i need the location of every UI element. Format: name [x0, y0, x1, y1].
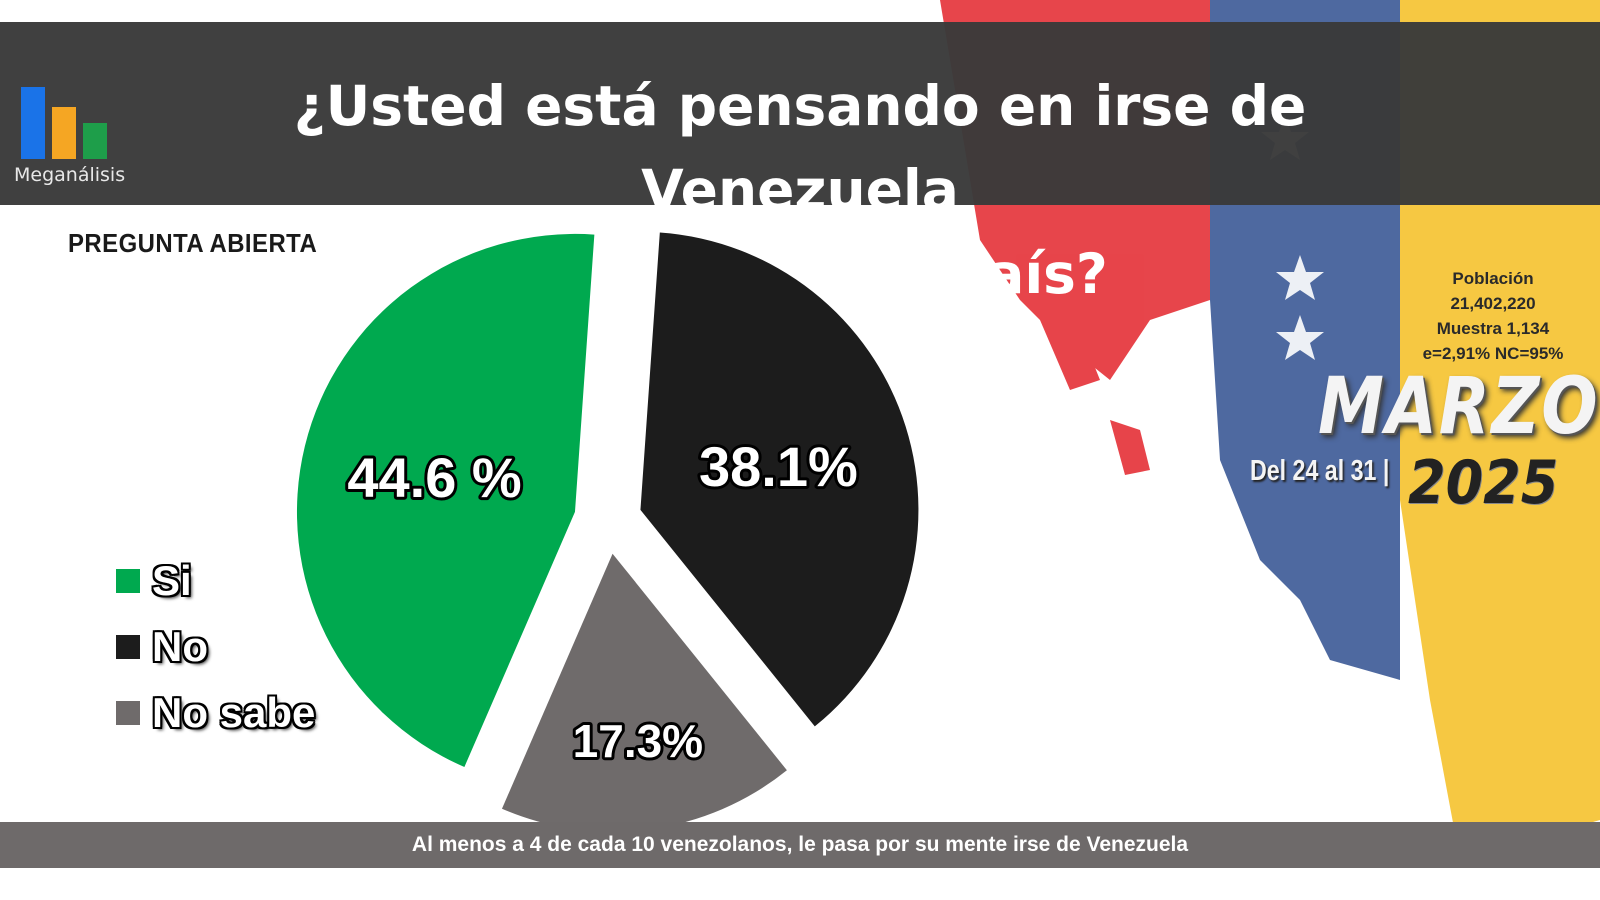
logo-bar-orange	[52, 107, 76, 159]
legend-swatch-no	[116, 635, 140, 659]
period-date-range: Del 24 al 31 |	[1250, 455, 1390, 487]
pie-slices	[296, 232, 919, 832]
period-year: 2025	[1408, 448, 1559, 518]
value-label-no: 38.1%	[699, 435, 858, 498]
meganalisis-logo: Meganálisis	[14, 62, 126, 192]
legend-swatch-no-sabe	[116, 701, 140, 725]
chart-legend: Si No No sabe	[116, 548, 315, 746]
pie-slice-si	[296, 233, 595, 767]
legend-item-si: Si	[116, 548, 315, 614]
logo-bar-blue	[21, 87, 45, 159]
pie-slice-no	[640, 232, 919, 727]
legend-swatch-si	[116, 569, 140, 593]
logo-text: Meganálisis	[14, 164, 126, 186]
footer-conclusion: Al menos a 4 de cada 10 venezolanos, le …	[411, 833, 1189, 856]
legend-label-no-sabe: No sabe	[152, 689, 316, 736]
logo-bar-green	[83, 123, 107, 159]
legend-item-no: No	[116, 614, 315, 680]
pie-slice-no-sabe	[501, 553, 787, 832]
legend-label-no: No	[152, 623, 208, 670]
title-bar: Meganálisis ¿Usted está pensando en irse…	[0, 22, 1600, 306]
legend-label-si: Si	[152, 557, 192, 604]
legend-item-no-sabe: No sabe	[116, 680, 315, 746]
bar-chart-icon	[21, 87, 121, 159]
population-label: Población	[1452, 269, 1534, 288]
question-type-label: PREGUNTA ABIERTA	[68, 228, 318, 258]
value-label-si: 44.6 %	[347, 446, 521, 509]
period-month: MARZO	[1318, 362, 1600, 452]
chart-title: ¿Usted está pensando en irse de Venezuel…	[150, 64, 1450, 316]
error-confidence: e=2,91% NC=95%	[1422, 344, 1564, 363]
sample-size: Muestra 1,134	[1436, 319, 1550, 338]
flag-yellow-strokes	[1400, 0, 1600, 860]
title-line-1: ¿Usted está pensando en irse de Venezuel…	[293, 74, 1307, 222]
pie-value-labels: 38.1% 17.3% 44.6 %	[344, 432, 860, 770]
value-label-no-sabe: 17.3%	[573, 715, 703, 767]
footer-bar: Al menos a 4 de cada 10 venezolanos, le …	[0, 822, 1600, 868]
sample-info: Población 21,402,220 Muestra 1,134 e=2,9…	[1398, 266, 1588, 366]
population-value: 21,402,220	[1450, 294, 1536, 313]
